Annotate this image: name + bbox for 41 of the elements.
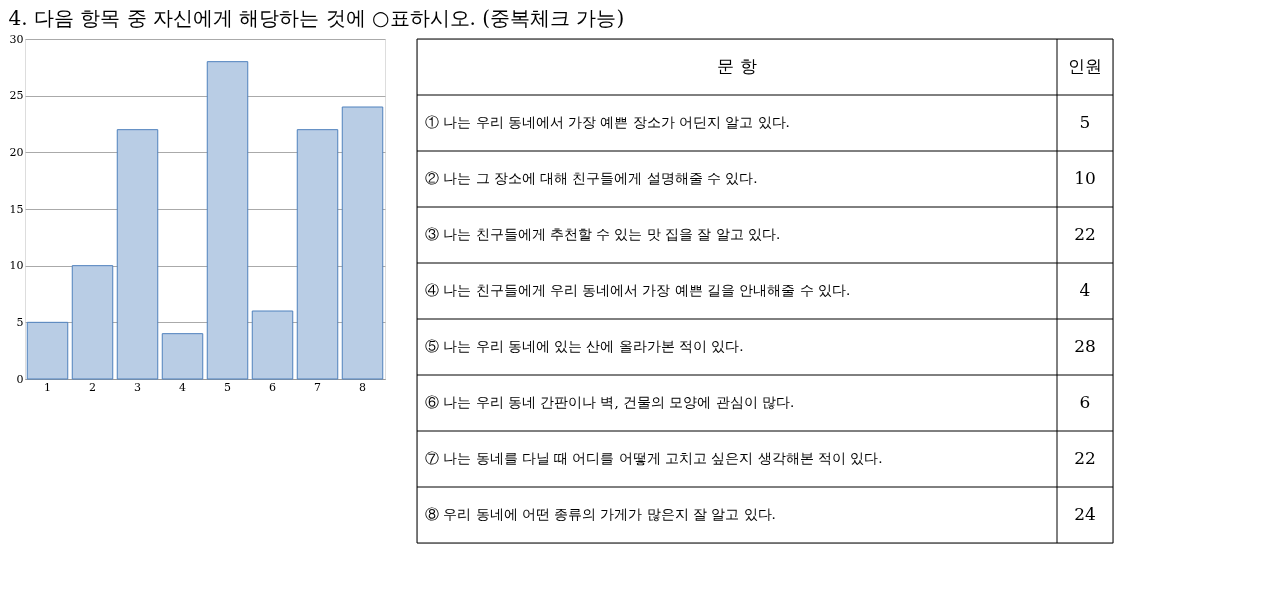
x-tick-label: 7 <box>314 380 321 394</box>
text: 인원 <box>1068 56 1102 76</box>
text: ⑦ 나는 동네를 다닐 때 어디를 어떻게 고치고 싶은지 생각해본 적이 있다. <box>425 450 883 466</box>
text: ⑤ 나는 우리 동네에 있는 산에 올라가본 적이 있다. <box>425 338 744 354</box>
x-tick-label: 1 <box>44 380 51 394</box>
x-tick-label: 5 <box>224 380 231 394</box>
chart-title: 4. 다음 항목 중 자신에게 해당하는 것에 ○표하시오. (중복체크 가능) <box>8 5 625 30</box>
text: 22 <box>1074 224 1096 244</box>
text: 문 항 <box>717 56 757 76</box>
text: 5 <box>1079 112 1091 132</box>
y-tick-label: 20 <box>9 145 24 159</box>
bar <box>341 106 384 380</box>
y-tick-label: 5 <box>16 315 24 329</box>
text: ③ 나는 친구들에게 추천할 수 있는 맛 집을 잘 알고 있다. <box>425 226 781 242</box>
text: 24 <box>1074 504 1096 524</box>
bar <box>206 61 249 380</box>
text: ⑥ 나는 우리 동네 간판이나 벽, 건물의 모양에 관심이 많다. <box>425 394 795 410</box>
text: 4 <box>1079 280 1091 300</box>
text: ④ 나는 친구들에게 우리 동네에서 가장 예쁜 길을 안내해줄 수 있다. <box>425 282 851 298</box>
y-tick-label: 25 <box>9 89 24 103</box>
text: 28 <box>1074 336 1096 356</box>
y-tick-label: 30 <box>9 32 24 46</box>
bar <box>116 129 159 380</box>
x-tick-label: 4 <box>179 380 186 394</box>
bar <box>26 321 69 380</box>
text: 10 <box>1074 168 1096 188</box>
text: ⑧ 우리 동네에 어떤 종류의 가게가 많은지 잘 알고 있다. <box>425 506 776 522</box>
y-tick-label: 0 <box>16 372 24 386</box>
x-tick-label: 2 <box>89 380 96 394</box>
bar <box>71 265 114 380</box>
x-tick-label: 3 <box>134 380 141 394</box>
text: ① 나는 우리 동네에서 가장 예쁜 장소가 어딘지 알고 있다. <box>425 114 790 130</box>
bar <box>251 310 294 380</box>
text: ② 나는 그 장소에 대해 친구들에게 설명해줄 수 있다. <box>425 170 758 186</box>
x-tick-label: 8 <box>359 380 366 394</box>
text: 22 <box>1074 448 1096 468</box>
bar <box>296 129 339 380</box>
x-tick-label: 6 <box>269 380 276 394</box>
bar <box>161 333 204 380</box>
y-tick-label: 15 <box>9 202 24 216</box>
y-tick-label: 10 <box>9 259 24 273</box>
